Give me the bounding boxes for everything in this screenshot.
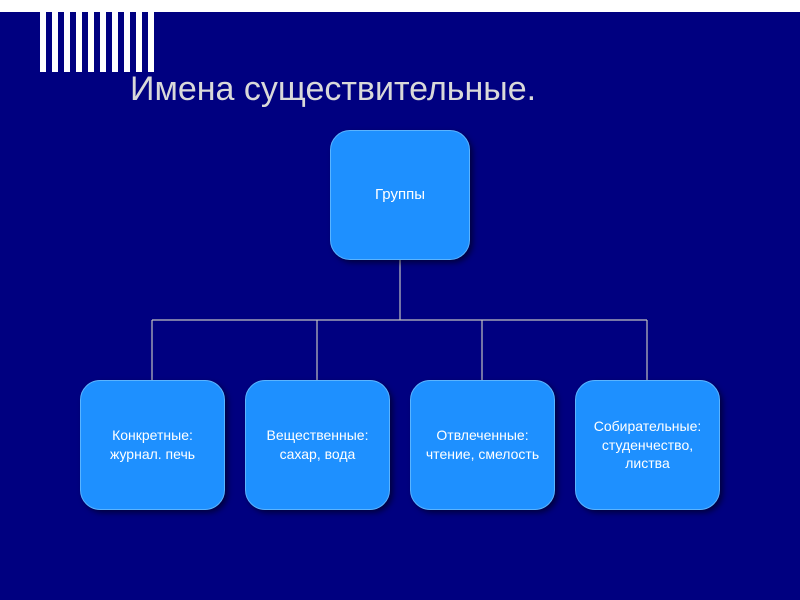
child-label: листва (625, 454, 669, 473)
root-label: Группы (375, 185, 425, 205)
child-label: Собирательные: (594, 417, 702, 436)
root-node: Группы (330, 130, 470, 260)
page-title: Имена существительные. (130, 70, 536, 109)
child-label: Отвлеченные: (436, 426, 528, 445)
accent-stripes (40, 12, 154, 72)
accent-bar (0, 0, 800, 12)
child-label: чтение, смелость (426, 445, 539, 464)
child-node-1: Вещественные: сахар, вода (245, 380, 390, 510)
child-label: студенчество, (602, 436, 693, 455)
child-label: Конкретные: (112, 426, 193, 445)
child-node-0: Конкретные: журнал. печь (80, 380, 225, 510)
child-node-3: Собирательные: студенчество, листва (575, 380, 720, 510)
child-label: журнал. печь (110, 445, 195, 464)
child-label: сахар, вода (280, 445, 356, 464)
tree-diagram: Группы Конкретные: журнал. печь Веществе… (80, 120, 720, 540)
child-label: Вещественные: (267, 426, 369, 445)
child-node-2: Отвлеченные: чтение, смелость (410, 380, 555, 510)
